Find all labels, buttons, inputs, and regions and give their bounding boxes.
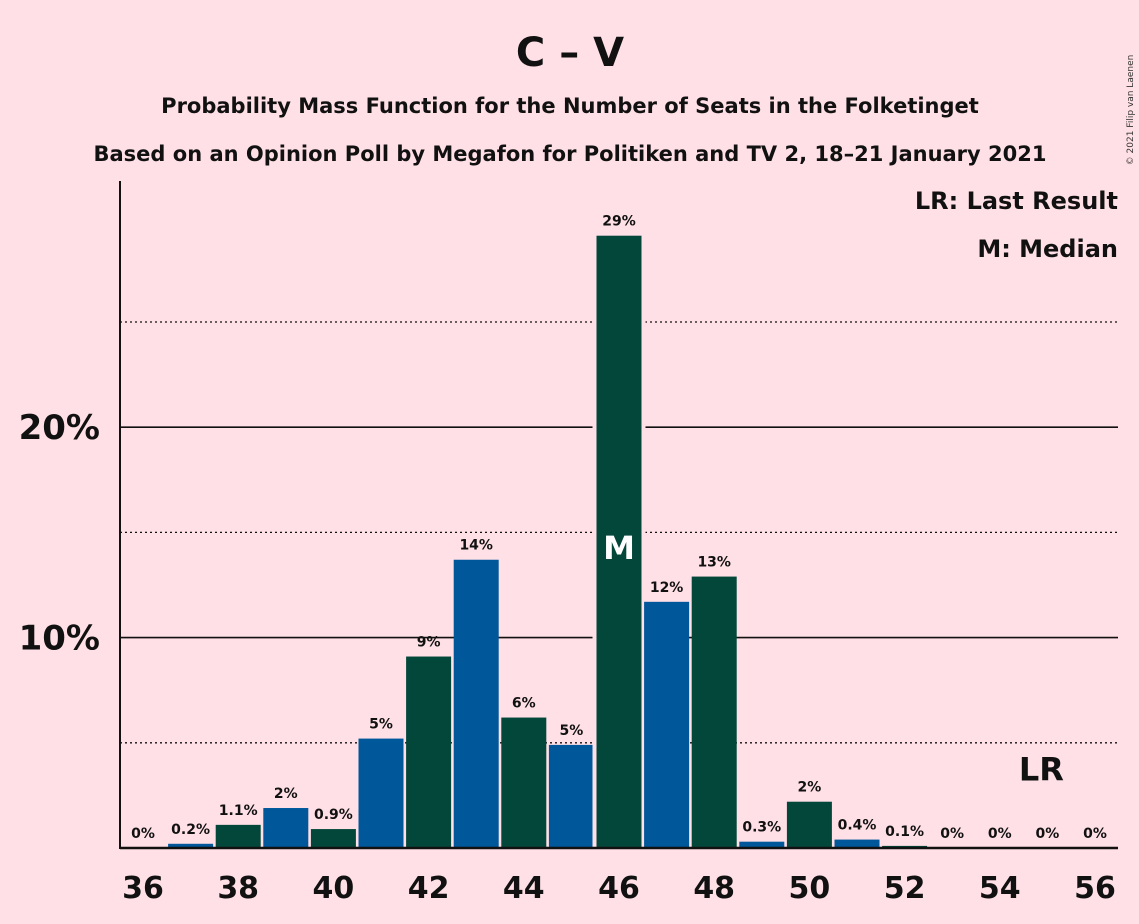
data-label-seat-45: 5% [560,723,584,739]
copyright-note: © 2021 Filip van Laenen [1126,55,1136,166]
data-label-seat-49: 0.3% [742,820,781,836]
data-label-seat-41: 5% [369,717,393,733]
data-label-seat-42: 9% [417,635,441,651]
data-label-seat-54: 0% [988,826,1012,842]
bar-seat-50 [786,801,832,848]
x-tick-label: 46 [598,871,640,906]
data-label-seat-44: 6% [512,696,536,712]
bar-seat-40 [310,829,356,848]
axes: 10% 20% 36 38 40 42 44 46 48 50 52 54 56 [19,181,1118,906]
x-tick-label: 38 [217,871,259,906]
x-tick-label: 54 [979,871,1021,906]
bar-seat-42 [406,656,452,848]
bar-seat-48 [691,576,737,848]
chart-subtitle-poll: Based on an Opinion Poll by Megafon for … [94,142,1047,166]
x-tick-label: 40 [313,871,355,906]
last-result-marker: LR [1019,751,1064,789]
y-tick-label: 20% [19,408,100,448]
data-label-seat-56: 0% [1083,826,1107,842]
data-label-seat-47: 12% [650,580,684,596]
bar-seat-38 [215,824,261,848]
data-label-seat-53: 0% [940,826,964,842]
bar-seat-39 [263,808,309,848]
chart-title: C – V [516,30,624,76]
median-marker: M [603,529,635,567]
bar-seat-47 [644,601,690,848]
bar-seat-44 [501,717,547,848]
legend-median: M: Median [977,235,1118,263]
bars: 0% 0.2% 1.1% 2% 0.9% 5% 9% 14% 6% 5% 29% M 12% 13% 0.3… [131,214,1107,849]
x-tick-label: 50 [789,871,831,906]
y-tick-label: 10% [19,619,100,659]
data-label-seat-39: 2% [274,786,298,802]
data-label-seat-40: 0.9% [314,807,353,823]
bar-seat-49 [739,841,785,848]
data-label-seat-48: 13% [697,555,731,571]
data-label-seat-52: 0.1% [885,824,924,840]
data-label-seat-36: 0% [131,826,155,842]
bar-seat-41 [358,738,404,848]
bar-seat-43 [453,559,499,848]
x-tick-label: 44 [503,871,545,906]
bar-seat-37 [168,843,214,848]
x-tick-label: 36 [122,871,164,906]
bar-seat-45 [548,744,594,848]
legend-last-result: LR: Last Result [915,187,1118,215]
x-tick-label: 48 [693,871,735,906]
x-tick-label: 56 [1074,871,1116,906]
data-label-seat-38: 1.1% [219,803,258,819]
bar-seat-46 [596,235,642,849]
chart-subtitle: Probability Mass Function for the Number… [161,94,979,118]
bar-seat-51 [834,839,880,848]
data-label-seat-51: 0.4% [838,818,877,834]
data-label-seat-43: 14% [459,538,493,554]
data-label-seat-55: 0% [1036,826,1060,842]
data-label-seat-37: 0.2% [171,822,210,838]
data-label-seat-50: 2% [798,780,822,796]
x-tick-label: 52 [884,871,926,906]
x-tick-label: 42 [408,871,450,906]
data-label-seat-46: 29% [602,214,636,230]
